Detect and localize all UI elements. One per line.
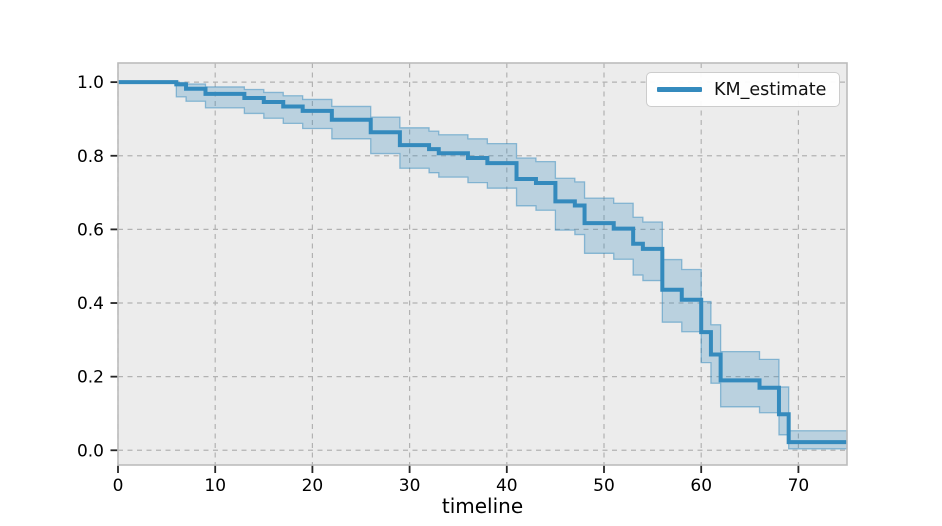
y-tick-label: 0.8 — [77, 147, 104, 167]
x-tick-label: 30 — [399, 476, 421, 496]
x-tick-label: 70 — [788, 476, 810, 496]
legend-label: KM_estimate — [714, 79, 827, 100]
axes-frame — [117, 62, 848, 466]
y-tick-label: 0.0 — [77, 441, 104, 461]
x-tick-label: 50 — [593, 476, 615, 496]
x-tick-label: 60 — [690, 476, 712, 496]
plot-background — [118, 63, 847, 465]
y-tick-label: 0.2 — [77, 368, 104, 388]
x-tick-label: 0 — [113, 476, 124, 496]
y-tick-label: 1.0 — [77, 73, 104, 93]
x-axis-label: timeline — [441, 494, 524, 518]
x-tick-label: 40 — [496, 476, 518, 496]
x-tick-label: 10 — [204, 476, 226, 496]
y-tick-label: 0.4 — [77, 294, 104, 314]
y-tick-label: 0.6 — [77, 220, 104, 240]
x-tick-label: 20 — [302, 476, 324, 496]
legend-line-swatch — [657, 87, 702, 92]
km-estimate-line — [118, 80, 847, 445]
legend: KM_estimate — [646, 72, 840, 107]
